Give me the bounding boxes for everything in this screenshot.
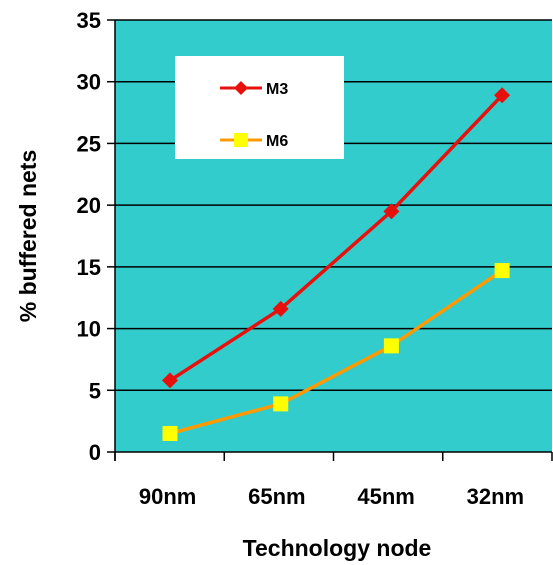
y-tick-labels: 0 5 10 15 20 25 30 35	[77, 8, 101, 465]
series-m6-point	[383, 338, 399, 354]
y-axis-title: % buffered nets	[15, 150, 41, 323]
x-tick-label: 32nm	[467, 484, 524, 509]
legend-marker-m6	[234, 133, 248, 147]
series-m6-point	[494, 263, 510, 279]
series-m3-line	[169, 94, 504, 382]
series-m6-point	[273, 396, 289, 412]
series-m3-point	[272, 300, 289, 317]
x-axis-title: Technology node	[243, 535, 432, 561]
y-tick-label: 25	[77, 131, 101, 156]
x-tick-labels: 90nm 65nm 45nm 32nm	[139, 484, 524, 509]
legend-box	[175, 56, 344, 159]
series-m6-line	[169, 269, 504, 436]
y-tick-label: 15	[77, 255, 101, 280]
y-tick-label: 35	[77, 8, 101, 33]
series-m3-point	[383, 203, 400, 220]
legend: M3 M6	[175, 56, 344, 159]
axes	[107, 19, 553, 461]
x-tick-label: 65nm	[248, 484, 305, 509]
y-tick-label: 30	[77, 70, 101, 95]
y-tick-label: 5	[89, 378, 101, 403]
legend-label-m6: M6	[266, 133, 288, 150]
x-tick-label: 45nm	[357, 484, 414, 509]
legend-marker-m3	[234, 81, 248, 95]
legend-label-m3: M3	[266, 81, 288, 98]
series-layer	[162, 87, 511, 441]
series-m3-point	[494, 87, 511, 104]
y-tick-label: 0	[89, 440, 101, 465]
series-m3-point	[162, 372, 178, 389]
y-tick-label: 20	[77, 193, 101, 218]
x-tick-label: 90nm	[139, 484, 196, 509]
y-tick-label: 10	[77, 317, 101, 342]
series-m6-point	[162, 425, 178, 441]
